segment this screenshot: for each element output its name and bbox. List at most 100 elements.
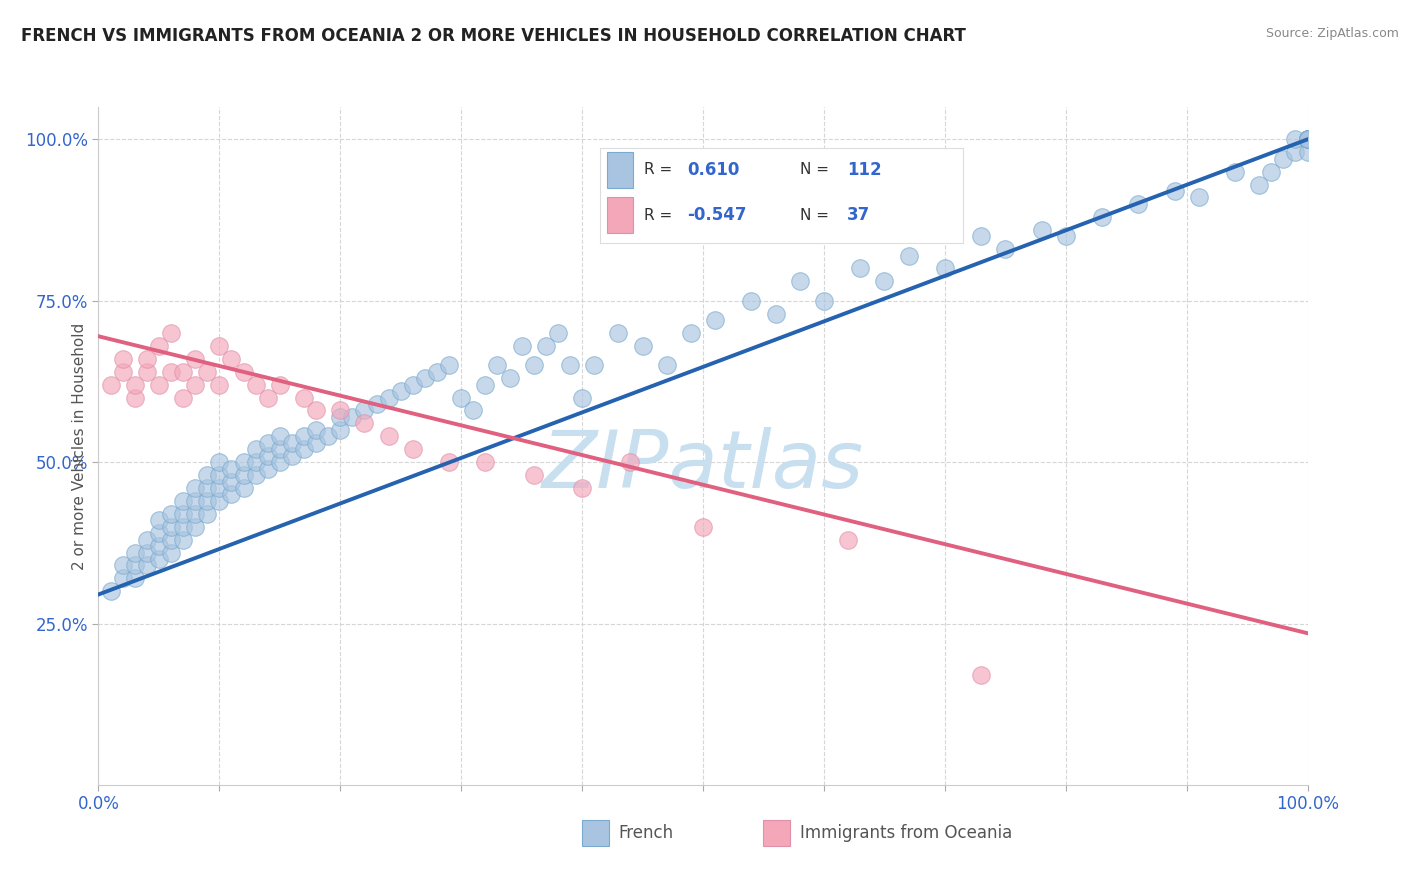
Point xyxy=(195,481,218,495)
Point xyxy=(789,274,811,288)
Point xyxy=(111,571,134,585)
Point xyxy=(184,377,207,392)
Point xyxy=(256,449,278,463)
Point xyxy=(437,359,460,373)
Point xyxy=(195,507,218,521)
Point xyxy=(377,391,399,405)
Text: French: French xyxy=(619,824,673,842)
Point xyxy=(305,403,328,417)
Point xyxy=(184,351,207,366)
Point xyxy=(148,552,170,566)
Point xyxy=(160,365,183,379)
Point xyxy=(245,442,267,457)
Point xyxy=(655,359,678,373)
Point xyxy=(208,455,231,469)
Point xyxy=(184,507,207,521)
Point xyxy=(208,494,231,508)
Point xyxy=(124,571,146,585)
Point xyxy=(849,261,872,276)
Point xyxy=(208,468,231,483)
Point xyxy=(679,326,702,340)
Point xyxy=(837,533,859,547)
Point xyxy=(172,507,194,521)
Y-axis label: 2 or more Vehicles in Household: 2 or more Vehicles in Household xyxy=(72,322,87,570)
Point xyxy=(1272,152,1295,166)
Point xyxy=(704,313,727,327)
Point xyxy=(692,519,714,533)
Point xyxy=(366,397,388,411)
Point xyxy=(377,429,399,443)
Point xyxy=(232,481,254,495)
Point xyxy=(486,359,509,373)
Point xyxy=(1163,184,1185,198)
Point xyxy=(269,455,291,469)
Point xyxy=(607,326,630,340)
Point xyxy=(148,339,170,353)
Point xyxy=(765,307,787,321)
Point xyxy=(184,519,207,533)
Point xyxy=(135,558,157,573)
Point xyxy=(1128,197,1150,211)
Point xyxy=(571,391,593,405)
Point xyxy=(437,455,460,469)
Point xyxy=(450,391,472,405)
Text: FRENCH VS IMMIGRANTS FROM OCEANIA 2 OR MORE VEHICLES IN HOUSEHOLD CORRELATION CH: FRENCH VS IMMIGRANTS FROM OCEANIA 2 OR M… xyxy=(21,27,966,45)
Point xyxy=(402,377,425,392)
Point xyxy=(305,435,328,450)
Text: Immigrants from Oceania: Immigrants from Oceania xyxy=(800,824,1012,842)
Point xyxy=(221,461,243,475)
Point xyxy=(1223,164,1246,178)
Point xyxy=(1284,145,1306,160)
Point xyxy=(510,339,533,353)
Point xyxy=(329,409,352,424)
Point xyxy=(1284,132,1306,146)
Point xyxy=(813,293,835,308)
Point xyxy=(172,519,194,533)
Point xyxy=(111,558,134,573)
Point xyxy=(135,365,157,379)
Point xyxy=(389,384,412,398)
Point xyxy=(124,558,146,573)
Point xyxy=(1296,132,1319,146)
Point xyxy=(245,455,267,469)
Point xyxy=(329,423,352,437)
Point xyxy=(221,487,243,501)
Point xyxy=(245,377,267,392)
Point xyxy=(547,326,569,340)
Point xyxy=(281,449,304,463)
Point xyxy=(195,494,218,508)
Point xyxy=(269,442,291,457)
Point xyxy=(269,377,291,392)
Point xyxy=(184,494,207,508)
Point xyxy=(208,339,231,353)
Point xyxy=(184,481,207,495)
Bar xyxy=(582,821,609,846)
Point xyxy=(619,455,641,469)
Point xyxy=(172,365,194,379)
Point xyxy=(208,377,231,392)
Point xyxy=(1031,223,1053,237)
Point xyxy=(160,326,183,340)
Point xyxy=(124,545,146,559)
Point xyxy=(135,545,157,559)
Point xyxy=(100,377,122,392)
Point xyxy=(160,519,183,533)
Point xyxy=(148,377,170,392)
Text: Source: ZipAtlas.com: Source: ZipAtlas.com xyxy=(1265,27,1399,40)
Point xyxy=(160,545,183,559)
Point xyxy=(1296,132,1319,146)
Point xyxy=(292,442,315,457)
Point xyxy=(256,435,278,450)
Point xyxy=(305,423,328,437)
Point xyxy=(523,468,546,483)
Point xyxy=(740,293,762,308)
Point xyxy=(970,668,993,682)
Point xyxy=(124,377,146,392)
Point xyxy=(221,475,243,489)
Point xyxy=(342,409,364,424)
Point xyxy=(970,229,993,244)
Point xyxy=(281,435,304,450)
Point xyxy=(232,468,254,483)
Point xyxy=(111,365,134,379)
Point xyxy=(135,351,157,366)
